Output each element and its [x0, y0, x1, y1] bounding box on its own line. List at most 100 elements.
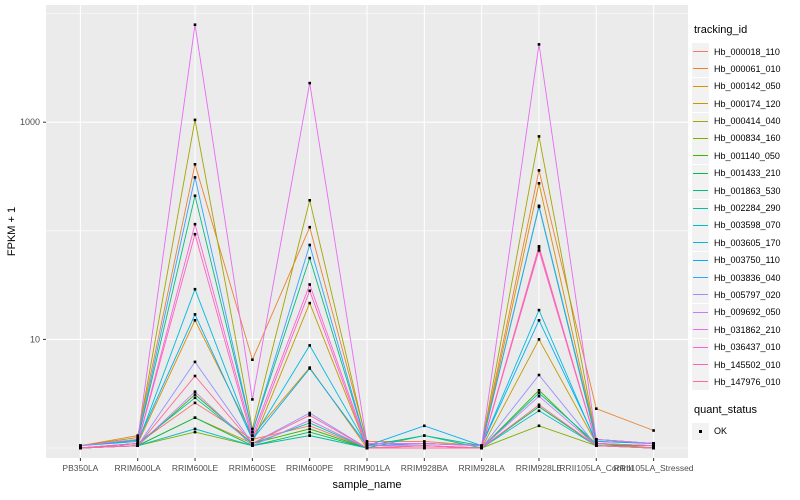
data-point: [308, 199, 311, 202]
data-point: [480, 446, 483, 450]
legend-item-Hb_003598_070: Hb_003598_070: [692, 216, 798, 234]
data-point: [251, 430, 254, 434]
legend-key-swatch: [692, 112, 709, 130]
data-point: [193, 416, 197, 419]
x-tick-label: RRIM928LE: [516, 463, 563, 473]
data-point: [251, 434, 254, 437]
legend-key-swatch: [692, 303, 709, 321]
data-point: [652, 446, 655, 450]
legend-item-label: Hb_031862_210: [714, 324, 781, 335]
data-point: [537, 249, 541, 252]
data-point: [537, 389, 541, 392]
x-tick-label: RRIM600SE: [229, 463, 277, 473]
data-point: [251, 398, 254, 401]
series-color-line-icon: [693, 242, 708, 244]
legend-item-label: Hb_003598_070: [714, 220, 781, 231]
legend-item-Hb_003605_170: Hb_003605_170: [692, 234, 798, 252]
legend-item-label: Hb_005797_020: [714, 289, 781, 300]
legend-key-swatch: [692, 338, 709, 356]
x-tick-label: RRII105LA_Stressed: [614, 463, 694, 473]
data-point: [193, 401, 197, 405]
legend-item-label: OK: [714, 426, 728, 437]
legend-item-Hb_031862_210: Hb_031862_210: [692, 321, 798, 339]
x-tick-label: RRIM600LA: [115, 463, 162, 473]
data-point: [537, 204, 541, 208]
data-point: [423, 434, 426, 437]
legend-item-Hb_000834_160: Hb_000834_160: [692, 129, 798, 147]
legend-item-ok: OK: [692, 422, 798, 440]
legend-item-Hb_000142_050: Hb_000142_050: [692, 77, 798, 95]
data-point: [79, 446, 82, 450]
legend-key-swatch: [692, 164, 709, 182]
data-point: [308, 424, 311, 428]
data-point: [308, 427, 311, 431]
legend-item-Hb_000018_110: Hb_000018_110: [692, 43, 798, 60]
data-point: [308, 344, 311, 347]
series-color-line-icon: [693, 329, 708, 331]
series-color-line-icon: [693, 85, 708, 87]
data-point: [480, 444, 483, 447]
data-point: [537, 43, 541, 46]
data-point: [193, 232, 197, 236]
data-point: [423, 440, 426, 443]
data-point: [308, 243, 311, 247]
series-color-line-icon: [693, 364, 708, 366]
data-point: [308, 225, 311, 229]
legend-key-swatch: [692, 147, 709, 165]
x-tick-label: RRIM928LA: [458, 463, 505, 473]
data-point: [193, 374, 197, 378]
legend-item-label: Hb_036437_010: [714, 342, 781, 353]
data-point: [193, 313, 197, 316]
data-point: [365, 446, 369, 450]
data-point: [193, 430, 197, 434]
data-point: [308, 414, 311, 417]
data-point: [537, 373, 541, 377]
data-point: [308, 301, 311, 305]
legend-title-quant-status: quant_status: [694, 403, 757, 416]
data-point: [308, 289, 311, 293]
data-point: [308, 421, 311, 425]
data-point: [193, 427, 197, 431]
data-point: [537, 391, 541, 395]
data-point: [537, 338, 541, 341]
legend-key-swatch: [692, 216, 709, 234]
series-color-line-icon: [693, 172, 708, 174]
legend-key-swatch: [692, 321, 709, 339]
legend-key-swatch: [692, 234, 709, 252]
legend-key-swatch: [692, 60, 709, 78]
data-point: [537, 319, 541, 322]
data-point: [193, 222, 197, 226]
data-point: [537, 424, 541, 428]
series-color-line-icon: [693, 68, 708, 70]
data-point: [193, 393, 197, 396]
series-color-line-icon: [693, 137, 708, 139]
legend-item-label: Hb_002284_290: [714, 203, 781, 214]
legend-key-swatch: [692, 286, 709, 304]
legend-item-label: Hb_147976_010: [714, 376, 781, 387]
data-point: [136, 444, 139, 447]
legend-item-Hb_005797_020: Hb_005797_020: [692, 286, 798, 304]
data-point: [193, 118, 197, 122]
x-tick-label: RRIM928BA: [401, 463, 449, 473]
data-point: [595, 407, 598, 410]
data-point: [595, 444, 598, 447]
data-point: [365, 440, 369, 443]
data-point: [251, 442, 254, 445]
data-points: [79, 23, 655, 450]
data-point: [652, 444, 655, 447]
point-glyph-icon: [699, 429, 702, 433]
data-point: [136, 434, 139, 437]
data-point: [193, 194, 197, 198]
legend-item-label: Hb_000061_010: [714, 63, 781, 74]
legend-item-label: Hb_003605_170: [714, 237, 781, 248]
data-point: [537, 182, 541, 185]
legend-item-Hb_001863_530: Hb_001863_530: [692, 182, 798, 200]
legend-key-swatch: [692, 199, 709, 217]
legend-item-label: Hb_000174_120: [714, 98, 781, 109]
data-point: [365, 444, 369, 447]
legend-item-label: Hb_003836_040: [714, 272, 781, 283]
x-tick-label: RRIM600PE: [286, 463, 334, 473]
quant-status-key: [692, 422, 709, 440]
series-color-line-icon: [693, 103, 708, 105]
